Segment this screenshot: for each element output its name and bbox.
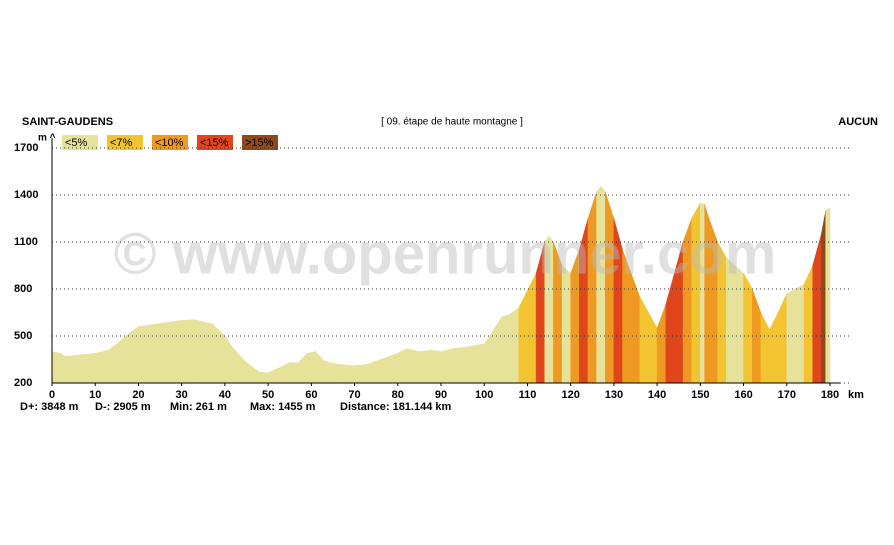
x-tick-label: 70 — [348, 389, 360, 401]
profile-segment — [94, 349, 109, 384]
profile-segment — [821, 210, 826, 384]
watermark: © www.openrunner.com — [114, 221, 777, 286]
profile-segment — [51, 351, 61, 384]
stat: D-: 2905 m — [95, 401, 151, 413]
x-tick-label: 90 — [435, 389, 447, 401]
legend-swatch — [62, 135, 98, 150]
profile-segment — [795, 283, 805, 384]
legend-label: <7% — [110, 137, 133, 149]
end-label: AUCUN — [838, 116, 878, 128]
x-tick-label: 100 — [475, 389, 493, 401]
profile-segment — [138, 323, 161, 384]
profile-segment — [324, 360, 338, 384]
profile-segment — [129, 326, 139, 384]
y-tick-label: 500 — [14, 330, 32, 342]
legend-swatch — [197, 135, 233, 150]
profile-segment — [203, 321, 213, 384]
x-tick-label: 150 — [691, 389, 709, 401]
legend-swatch — [107, 135, 143, 150]
profile-segment — [60, 352, 66, 384]
profile-segment — [159, 320, 182, 384]
profile-segment — [527, 273, 537, 384]
stat: D+: 3848 m — [20, 401, 79, 413]
profile-segment — [466, 343, 485, 384]
x-tick-label: 140 — [648, 389, 666, 401]
y-tick-label: 1100 — [14, 236, 38, 248]
start-label: SAINT-GAUDENS — [22, 116, 113, 128]
y-tick-label: 200 — [14, 377, 32, 389]
x-tick-label: 80 — [392, 389, 404, 401]
legend-swatch — [242, 135, 278, 150]
legend-label: <10% — [155, 137, 184, 149]
profile-segment — [501, 313, 511, 384]
profile-segment — [397, 348, 407, 384]
x-tick-label: 20 — [132, 389, 144, 401]
x-tick-label: 0 — [49, 389, 55, 401]
x-tick-label: 130 — [605, 389, 623, 401]
profile-segment — [509, 307, 520, 384]
profile-segment — [337, 363, 355, 384]
legend-swatch — [152, 135, 188, 150]
legend-label: >15% — [245, 137, 274, 149]
profile-segment — [73, 352, 96, 384]
x-label: km — [848, 389, 864, 401]
profile-segment — [107, 343, 118, 384]
profile-segment — [825, 207, 831, 384]
profile-segment — [181, 319, 195, 384]
profile-segment — [803, 265, 813, 384]
profile-segment — [354, 363, 368, 384]
legend-label: <15% — [200, 137, 229, 149]
profile-segment — [259, 371, 269, 384]
profile-segment — [419, 349, 433, 384]
profile-segment — [639, 296, 649, 384]
stat: Min: 261 m — [170, 401, 227, 413]
stat: Distance: 181.144 km — [340, 401, 452, 413]
x-tick-label: 10 — [89, 389, 101, 401]
legend-label: <5% — [65, 137, 88, 149]
x-tick-label: 180 — [821, 389, 839, 401]
chart-title: [ 09. étape de haute montagne ] — [381, 117, 523, 128]
stat: Max: 1455 m — [250, 401, 316, 413]
x-tick-label: 50 — [262, 389, 274, 401]
profile-segment — [743, 273, 753, 384]
x-tick-label: 160 — [734, 389, 752, 401]
x-tick-label: 60 — [305, 389, 317, 401]
profile-segment — [64, 355, 74, 384]
profile-segment — [194, 319, 204, 384]
x-tick-label: 30 — [176, 389, 188, 401]
profile-segment — [453, 346, 468, 384]
x-tick-label: 120 — [561, 389, 579, 401]
y-label: m ^ — [38, 133, 56, 144]
y-tick-label: 1700 — [14, 142, 38, 154]
plot: <5% <7% <10% <15% >15% — [51, 135, 831, 384]
x-tick-label: 170 — [778, 389, 796, 401]
profile-segment — [306, 351, 316, 384]
profile-segment — [289, 362, 299, 384]
y-tick-label: 1400 — [14, 189, 38, 201]
profile-segment — [440, 348, 455, 384]
profile-segment — [406, 348, 420, 384]
x-tick-label: 110 — [519, 389, 537, 401]
y-tick-label: 800 — [14, 283, 32, 295]
x-tick-label: 40 — [219, 389, 231, 401]
profile-segment — [432, 349, 442, 384]
